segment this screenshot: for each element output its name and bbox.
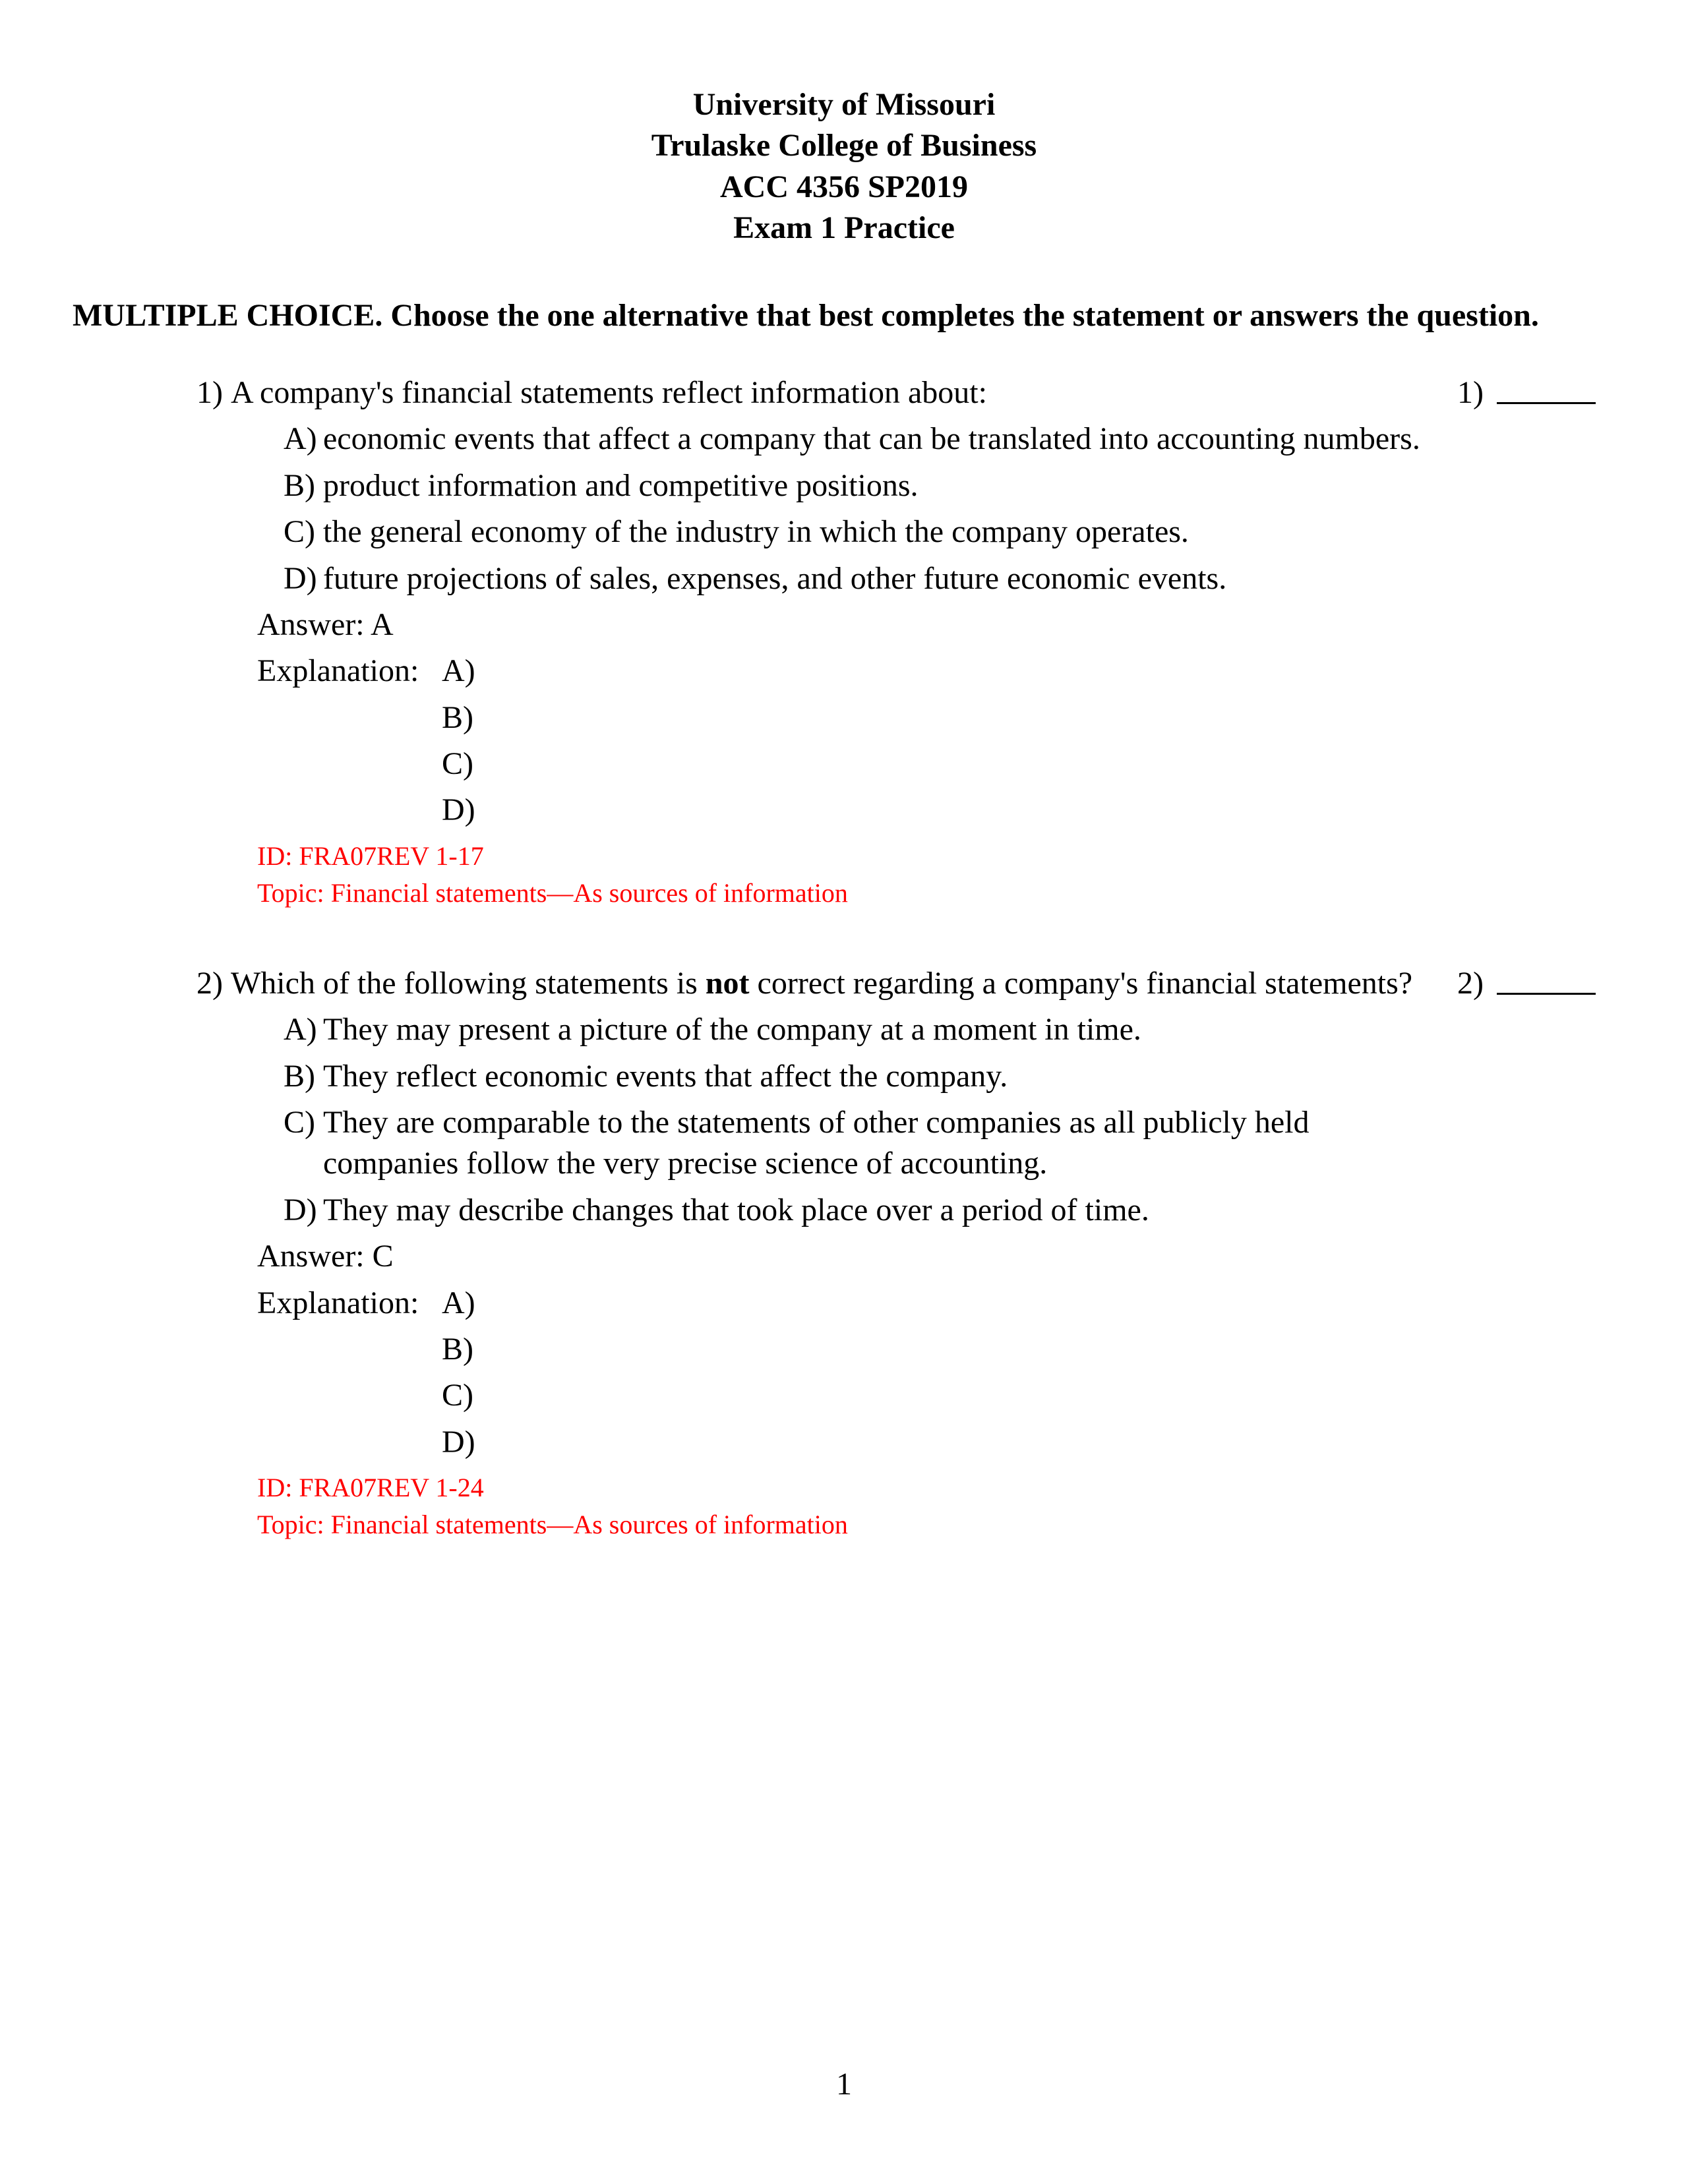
header-line-4: Exam 1 Practice <box>73 208 1615 249</box>
option-row: A) economic events that affect a company… <box>73 419 1615 459</box>
option-letter: B) <box>284 1056 323 1097</box>
option-letter: B) <box>284 465 323 506</box>
meta-topic: Topic: Financial statements—As sources o… <box>257 1508 848 1542</box>
option-letter: A) <box>284 419 323 459</box>
question-row: 2) Which of the following statements is … <box>73 963 1615 1004</box>
question-text: A company's financial statements reflect… <box>231 372 1457 413</box>
option-row: B) product information and competitive p… <box>73 465 1615 506</box>
option-letter: D) <box>284 558 323 599</box>
meta-topic: Topic: Financial statements—As sources o… <box>257 876 848 910</box>
header-line-2: Trulaske College of Business <box>73 125 1615 166</box>
option-row: A) They may present a picture of the com… <box>73 1009 1615 1050</box>
answer-value: C <box>373 1239 394 1274</box>
explanation-option: B) <box>442 1329 475 1370</box>
option-letter: A) <box>284 1009 323 1050</box>
option-letter: D) <box>284 1190 323 1231</box>
explanation-option: A) <box>442 651 475 692</box>
answer-blank-line <box>1497 963 1596 995</box>
option-row: D) They may describe changes that took p… <box>73 1190 1615 1231</box>
question-row: 1) A company's financial statements refl… <box>73 372 1615 413</box>
meta-id: ID: FRA07REV 1-24 <box>257 1471 484 1505</box>
option-text: future projections of sales, expenses, a… <box>323 558 1615 599</box>
bold-word: not <box>706 966 750 1001</box>
answer-slot: 1) <box>1457 372 1615 413</box>
answer-line: Answer: C <box>73 1236 1615 1277</box>
option-text: the general economy of the industry in w… <box>323 512 1615 552</box>
meta-id-row: ID: FRA07REV 1-17 <box>73 839 1615 873</box>
meta-id-row: ID: FRA07REV 1-24 <box>73 1471 1615 1505</box>
option-text: They reflect economic events that affect… <box>323 1056 1615 1097</box>
option-text: product information and competitive posi… <box>323 465 1615 506</box>
answer-slot: 2) <box>1457 963 1615 1004</box>
meta-id: ID: FRA07REV 1-17 <box>257 839 484 873</box>
explanation-options: A) B) C) D) <box>442 651 475 837</box>
meta-topic-row: Topic: Financial statements—As sources o… <box>73 876 1615 910</box>
option-row: B) They reflect economic events that aff… <box>73 1056 1615 1097</box>
page-number: 1 <box>0 2064 1688 2105</box>
question-block: 2) Which of the following statements is … <box>73 963 1615 1542</box>
answer-label: Answer: C <box>257 1236 394 1277</box>
answer-slot-number: 1) <box>1457 372 1484 413</box>
option-row: C) the general economy of the industry i… <box>73 512 1615 552</box>
explanation-option: C) <box>442 744 475 784</box>
header-line-1: University of Missouri <box>73 84 1615 125</box>
explanation-option: D) <box>442 1422 475 1463</box>
answer-blank-line <box>1497 372 1596 404</box>
answer-slot-number: 2) <box>1457 963 1484 1004</box>
explanation-label: Explanation: <box>257 651 442 837</box>
option-text: They may present a picture of the compan… <box>323 1009 1615 1050</box>
question-text: Which of the following statements is not… <box>231 963 1457 1004</box>
answer-value: A <box>371 607 394 642</box>
answer-line: Answer: A <box>73 605 1615 645</box>
question-block: 1) A company's financial statements refl… <box>73 372 1615 910</box>
explanation-option: C) <box>442 1375 475 1416</box>
option-text: economic events that affect a company th… <box>323 419 1615 459</box>
option-row: C) They are comparable to the statements… <box>73 1102 1615 1185</box>
document-header: University of Missouri Trulaske College … <box>73 84 1615 249</box>
meta-topic-row: Topic: Financial statements—As sources o… <box>73 1508 1615 1542</box>
explanation-row: Explanation: A) B) C) D) <box>73 651 1615 837</box>
instructions-text: MULTIPLE CHOICE. Choose the one alternat… <box>73 295 1615 336</box>
explanation-row: Explanation: A) B) C) D) <box>73 1283 1615 1469</box>
option-letter: C) <box>284 1102 323 1143</box>
explanation-option: D) <box>442 790 475 831</box>
explanation-options: A) B) C) D) <box>442 1283 475 1469</box>
explanation-option: B) <box>442 697 475 738</box>
header-line-3: ACC 4356 SP2019 <box>73 167 1615 208</box>
explanation-label: Explanation: <box>257 1283 442 1469</box>
option-text: They are comparable to the statements of… <box>323 1102 1615 1185</box>
option-row: D) future projections of sales, expenses… <box>73 558 1615 599</box>
question-number: 2) <box>73 963 231 1004</box>
question-number: 1) <box>73 372 231 413</box>
explanation-option: A) <box>442 1283 475 1324</box>
option-letter: C) <box>284 512 323 552</box>
answer-label: Answer: A <box>257 605 394 645</box>
option-text: They may describe changes that took plac… <box>323 1190 1615 1231</box>
